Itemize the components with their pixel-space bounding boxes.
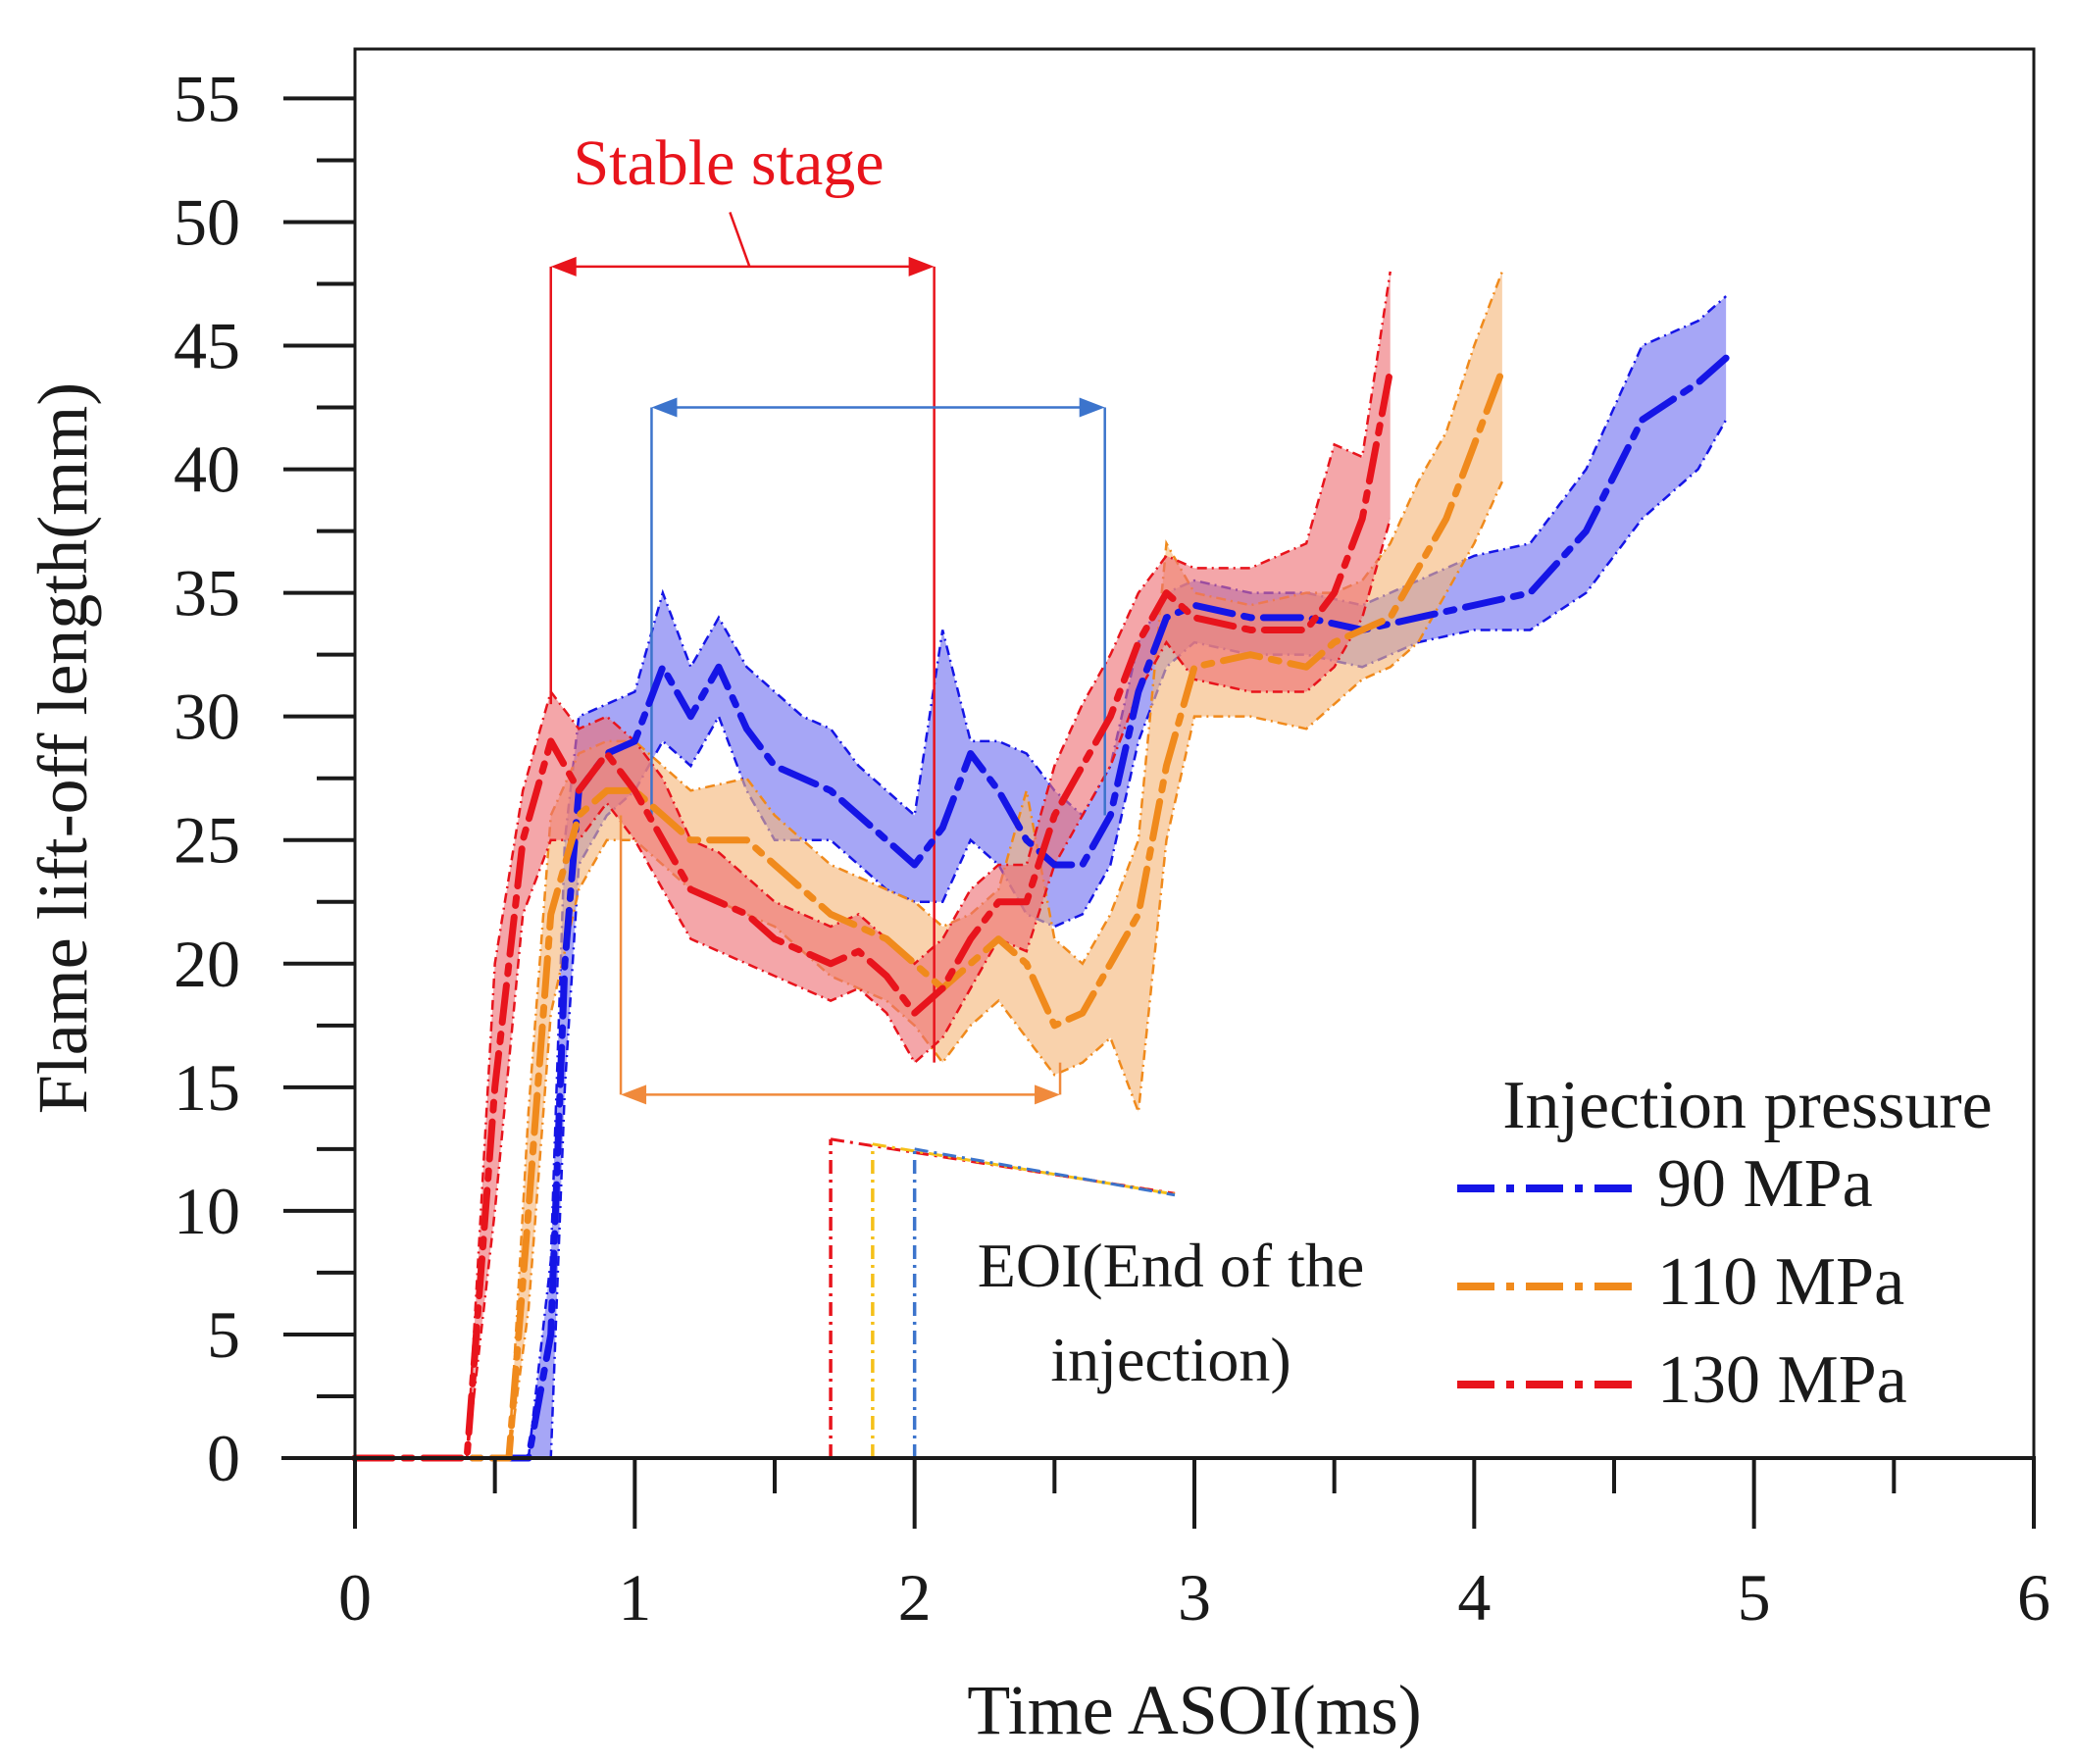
confidence-bands [355,271,1728,1460]
band-upper-edge-130-mpa [355,271,1392,1460]
stable-range-130-mpa-arrowhead-left [550,256,577,277]
legend-title: Injection pressure [1502,1068,1993,1143]
y-tick-label-40: 40 [174,432,240,507]
stable-range-90-mpa-arrowhead-left [651,397,678,418]
x-tick-label-0: 0 [338,1560,372,1635]
series-line-90-mpa [351,354,1730,1462]
x-tick-label-5: 5 [1738,1560,1771,1635]
eoi-leader-110-mpa [872,1142,1176,1196]
band-lower-edge-130-mpa [355,518,1392,1460]
legend-label-90-mpa: 90 MPa [1657,1146,1873,1222]
legend: Injection pressure 90 MPa 110 MPa 130 MPa [1457,1068,1993,1418]
y-tick-label-5: 5 [207,1297,240,1372]
x-tick-label-3: 3 [1178,1560,1211,1635]
legend-label-110-mpa: 110 MPa [1657,1244,1904,1320]
y-tick-label-0: 0 [207,1421,240,1495]
series-line-130-mpa [351,367,1394,1462]
y-tick-label-20: 20 [174,927,240,1001]
stable-stage-leader [729,211,751,268]
y-tick-label-15: 15 [174,1050,240,1125]
y-axis-title: Flame lift-off length(mm) [24,382,102,1115]
eoi-leader-90-mpa [914,1147,1176,1197]
band-upper-edge-90-mpa [355,295,1727,1460]
x-axis-title: Time ASOI(ms) [967,1671,1421,1749]
y-tick-label-10: 10 [174,1174,240,1248]
eoi-label-line1: EOI(End of the [978,1231,1365,1300]
legend-label-130-mpa: 130 MPa [1657,1342,1907,1418]
stable-range-130-mpa-arrowhead-right [908,256,935,277]
band-110-mpa [355,271,1502,1458]
annotation-markers [549,211,1176,1458]
y-tick-label-30: 30 [174,680,240,754]
x-tick-label-2: 2 [898,1560,932,1635]
series-line-110-mpa [351,367,1506,1462]
stable-stage-label: Stable stage [573,127,884,199]
y-tick-label-55: 55 [174,61,240,135]
series-lines [351,354,1730,1462]
x-tick-label-1: 1 [618,1560,651,1635]
x-tick-label-4: 4 [1457,1560,1491,1635]
stable-range-90-mpa-arrowhead-right [1079,397,1105,418]
y-tick-label-50: 50 [174,184,240,259]
stable-range-110-mpa-arrowhead-left [621,1084,647,1105]
x-tick-label-6: 6 [2017,1560,2050,1635]
stable-range-110-mpa-arrowhead-right [1035,1084,1061,1105]
eoi-label-line2: injection) [1050,1325,1291,1394]
y-tick-label-35: 35 [174,556,240,630]
y-tick-label-25: 25 [174,803,240,878]
band-lower-edge-110-mpa [355,480,1504,1460]
y-tick-label-45: 45 [174,309,240,383]
